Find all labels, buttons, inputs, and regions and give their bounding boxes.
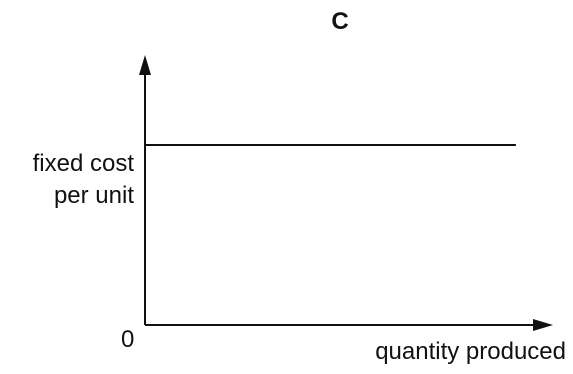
y-axis-label-line-1: fixed cost — [32, 150, 134, 177]
y-axis-label-line-2: per unit — [53, 182, 134, 209]
x-axis-arrow — [533, 319, 553, 331]
axes — [139, 55, 553, 331]
origin-label: 0 — [121, 326, 135, 353]
chart-title: C — [331, 8, 349, 35]
y-axis-arrow — [139, 55, 151, 75]
y-axis-label: fixed cost per unit — [0, 148, 134, 212]
x-axis-label: quantity produced — [375, 338, 566, 365]
